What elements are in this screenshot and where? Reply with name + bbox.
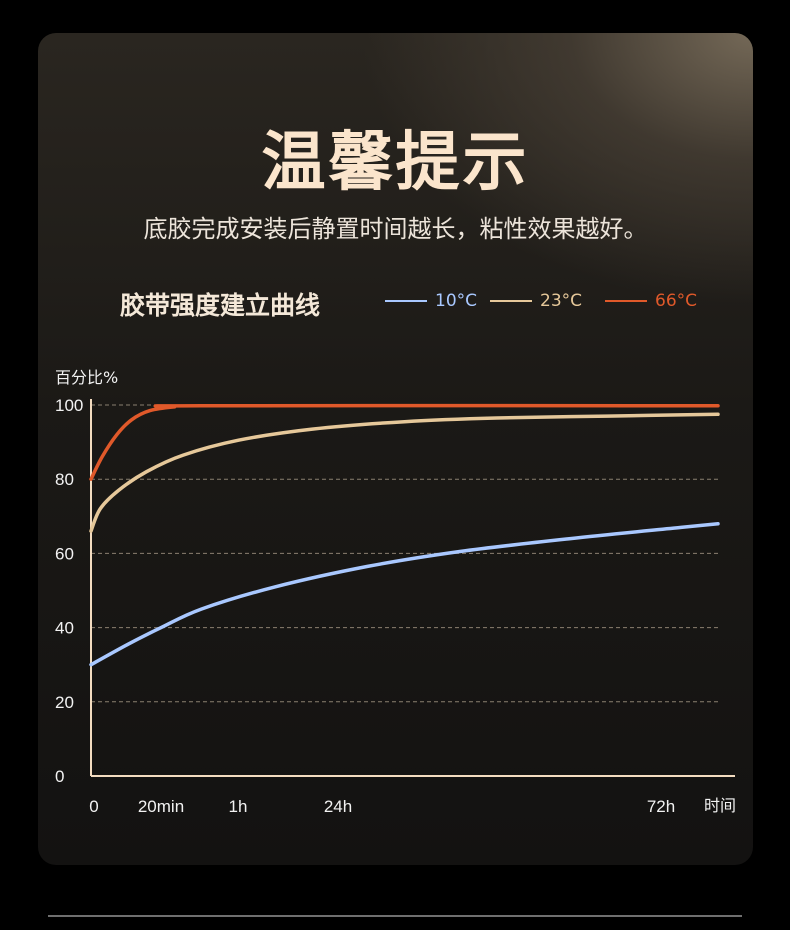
legend-item-66c: 66°C <box>605 291 697 311</box>
legend-swatch <box>605 300 647 302</box>
y-tick-label: 80 <box>55 470 74 489</box>
legend-label: 23°C <box>540 291 583 311</box>
y-tick-label: 100 <box>55 396 83 415</box>
x-axis-label: 时间 <box>704 796 737 815</box>
y-tick-label: 40 <box>55 619 74 638</box>
legend-item-10c: 10°C <box>385 291 477 311</box>
chart-title: 胶带强度建立曲线 <box>120 291 321 320</box>
divider <box>48 915 742 917</box>
x-tick-label: 72h <box>647 797 675 816</box>
legend-item-23c: 23°C <box>490 291 582 311</box>
legend-label: 10°C <box>435 291 478 311</box>
legend-label: 66°C <box>655 291 698 311</box>
page-title: 温馨提示 <box>261 126 530 200</box>
y-tick-label: 0 <box>55 767 64 786</box>
x-tick-label: 20min <box>138 797 184 816</box>
chart-card: 温馨提示 底胶完成安装后静置时间越长，粘性效果越好。 <box>38 33 753 865</box>
x-tick-label: 1h <box>229 797 248 816</box>
series-line-10c <box>89 521 720 667</box>
series-line-66c <box>89 403 720 481</box>
legend-swatch <box>490 300 532 302</box>
x-tick-label: 0 <box>89 797 98 816</box>
page-subtitle: 底胶完成安装后静置时间越长，粘性效果越好。 <box>143 215 648 243</box>
y-axis-label: 百分比% <box>55 368 119 387</box>
legend-swatch <box>385 300 427 302</box>
y-tick-label: 20 <box>55 693 74 712</box>
x-tick-label: 24h <box>324 797 352 816</box>
series-line-23c <box>89 412 720 533</box>
y-tick-label: 60 <box>55 544 74 563</box>
